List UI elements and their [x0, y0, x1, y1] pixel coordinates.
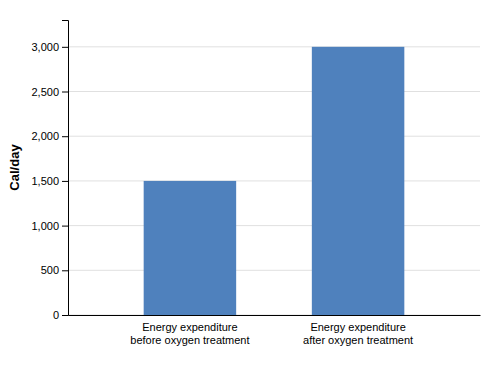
y-tick: 2,500: [31, 86, 68, 98]
y-tick: 1,000: [31, 220, 68, 232]
y-tick-mark: [62, 92, 68, 93]
y-axis-line: [62, 21, 69, 316]
y-tick: 500: [41, 264, 68, 276]
y-tick-mark: [62, 136, 68, 137]
x-tick: Energy expenditurebefore oxygen treatmen…: [130, 321, 249, 346]
y-tick-mark: [62, 315, 68, 316]
grid-line: [68, 180, 480, 181]
y-tick-label: 1,500: [31, 175, 59, 187]
x-axis: Energy expenditurebefore oxygen treatmen…: [69, 316, 481, 347]
y-tick-label: 3,000: [31, 41, 59, 53]
grid: [68, 47, 480, 315]
y-tick-mark: [62, 270, 68, 271]
y-tick-mark: [62, 47, 68, 48]
bar: [312, 47, 404, 315]
x-axis-line: [69, 315, 481, 316]
y-tick: 2,000: [31, 130, 68, 142]
y-tick-label: 0: [53, 309, 59, 321]
bars: [144, 47, 405, 315]
y-tick-mark: [62, 181, 68, 182]
grid-line: [68, 91, 480, 92]
x-tick-label: Energy expenditurebefore oxygen treatmen…: [130, 321, 249, 346]
chart: 0 500 1,000 1,500 2,000 2,500 3,000 Energy expe…: [0, 0, 500, 367]
y-tick: 1,500: [31, 175, 68, 187]
grid-line: [68, 136, 480, 137]
y-tick: 3,000: [31, 41, 68, 53]
chart-container: 0 500 1,000 1,500 2,000 2,500 3,000 Energy expe…: [0, 0, 500, 367]
y-tick: 0: [53, 309, 68, 321]
grid-line: [68, 225, 480, 226]
grid-line: [68, 315, 480, 316]
x-tick-label: Energy expenditureafter oxygen treatment: [303, 321, 413, 346]
y-tick-label: 1,000: [31, 220, 59, 232]
x-tick: Energy expenditureafter oxygen treatment: [303, 321, 413, 346]
y-tick-label: 2,000: [31, 130, 59, 142]
y-axis: 0 500 1,000 1,500 2,000 2,500 3,000: [31, 21, 68, 322]
plot: 0 500 1,000 1,500 2,000 2,500 3,000 Energy expe…: [31, 21, 480, 347]
y-tick-label: 500: [41, 264, 59, 276]
y-axis-title: Cal/day: [7, 144, 22, 191]
y-tick-mark: [62, 226, 68, 227]
grid-line: [68, 270, 480, 271]
grid-line: [68, 46, 480, 47]
y-tick-label: 2,500: [31, 86, 59, 98]
bar: [144, 181, 236, 315]
